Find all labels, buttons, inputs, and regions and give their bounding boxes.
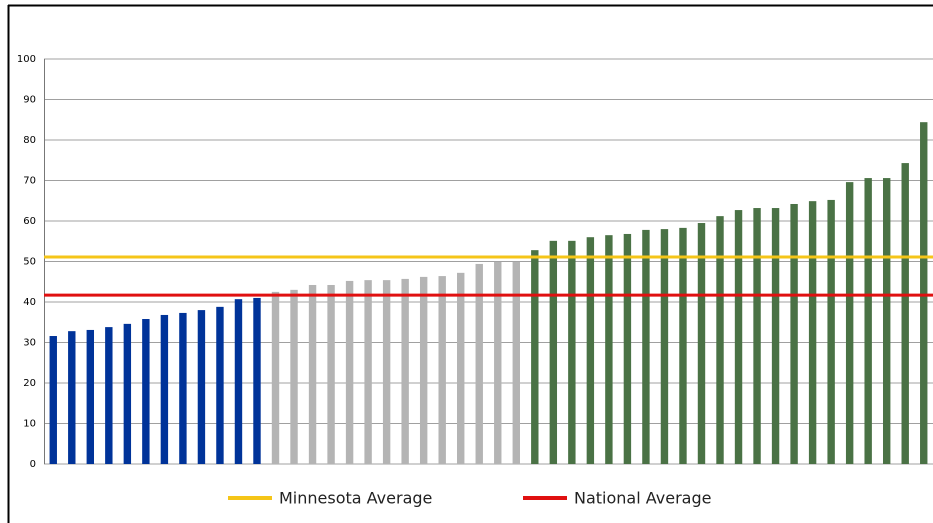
bar bbox=[160, 314, 169, 464]
bar bbox=[623, 233, 632, 464]
bar bbox=[105, 327, 113, 464]
bar bbox=[475, 263, 483, 464]
legend-label: Minnesota Average bbox=[279, 489, 432, 508]
bar bbox=[920, 122, 928, 465]
bar bbox=[457, 272, 465, 464]
y-tick-label: 100 bbox=[17, 54, 36, 65]
bar bbox=[790, 203, 798, 465]
bar bbox=[49, 336, 57, 464]
bar bbox=[123, 323, 132, 464]
bar bbox=[253, 297, 261, 464]
bar bbox=[364, 280, 372, 464]
bar bbox=[142, 319, 150, 464]
bar bbox=[216, 306, 224, 464]
y-tick-label: 50 bbox=[23, 257, 36, 268]
y-tick-label: 60 bbox=[23, 216, 36, 227]
bar bbox=[290, 289, 298, 464]
y-tick-label: 20 bbox=[23, 378, 36, 389]
bar bbox=[68, 331, 76, 464]
bar bbox=[586, 237, 595, 464]
y-tick-label: 70 bbox=[23, 176, 36, 187]
bar bbox=[716, 216, 724, 464]
y-tick-label: 30 bbox=[23, 338, 36, 349]
bar bbox=[753, 208, 761, 464]
bar bbox=[642, 229, 650, 464]
y-tick-label: 0 bbox=[30, 459, 36, 470]
bar bbox=[327, 284, 335, 464]
y-tick-label: 40 bbox=[23, 297, 36, 308]
bar bbox=[382, 280, 391, 464]
bar bbox=[734, 210, 743, 464]
bar bbox=[845, 182, 854, 464]
bar bbox=[308, 284, 317, 464]
bar bbox=[568, 240, 576, 464]
bar bbox=[419, 276, 428, 464]
bar bbox=[771, 208, 780, 464]
bar bbox=[345, 280, 354, 464]
bar bbox=[197, 310, 206, 464]
bar bbox=[882, 178, 891, 464]
plot-area: 0 10 20 30 40 50 60 70 80 90 100 bbox=[17, 54, 933, 470]
bar bbox=[808, 201, 817, 464]
bar bbox=[531, 250, 539, 464]
bar bbox=[179, 312, 187, 464]
bar bbox=[271, 291, 280, 464]
bar bbox=[234, 299, 243, 464]
bar bbox=[549, 240, 558, 464]
bar bbox=[827, 199, 835, 464]
legend-label: National Average bbox=[574, 489, 711, 508]
legend: Minnesota Average National Average bbox=[228, 489, 711, 508]
y-tick-label: 90 bbox=[23, 95, 36, 106]
y-tick-label: 10 bbox=[23, 419, 36, 430]
bar bbox=[512, 261, 520, 464]
bar bbox=[679, 227, 687, 464]
bar bbox=[438, 276, 446, 464]
bar bbox=[660, 229, 669, 464]
bar bbox=[86, 329, 95, 464]
bar bbox=[864, 178, 872, 464]
bar bbox=[697, 223, 706, 464]
bar bbox=[401, 278, 409, 464]
bar bbox=[494, 261, 502, 464]
y-tick-label: 80 bbox=[23, 135, 36, 146]
bar bbox=[901, 163, 909, 464]
bar bbox=[605, 235, 613, 464]
